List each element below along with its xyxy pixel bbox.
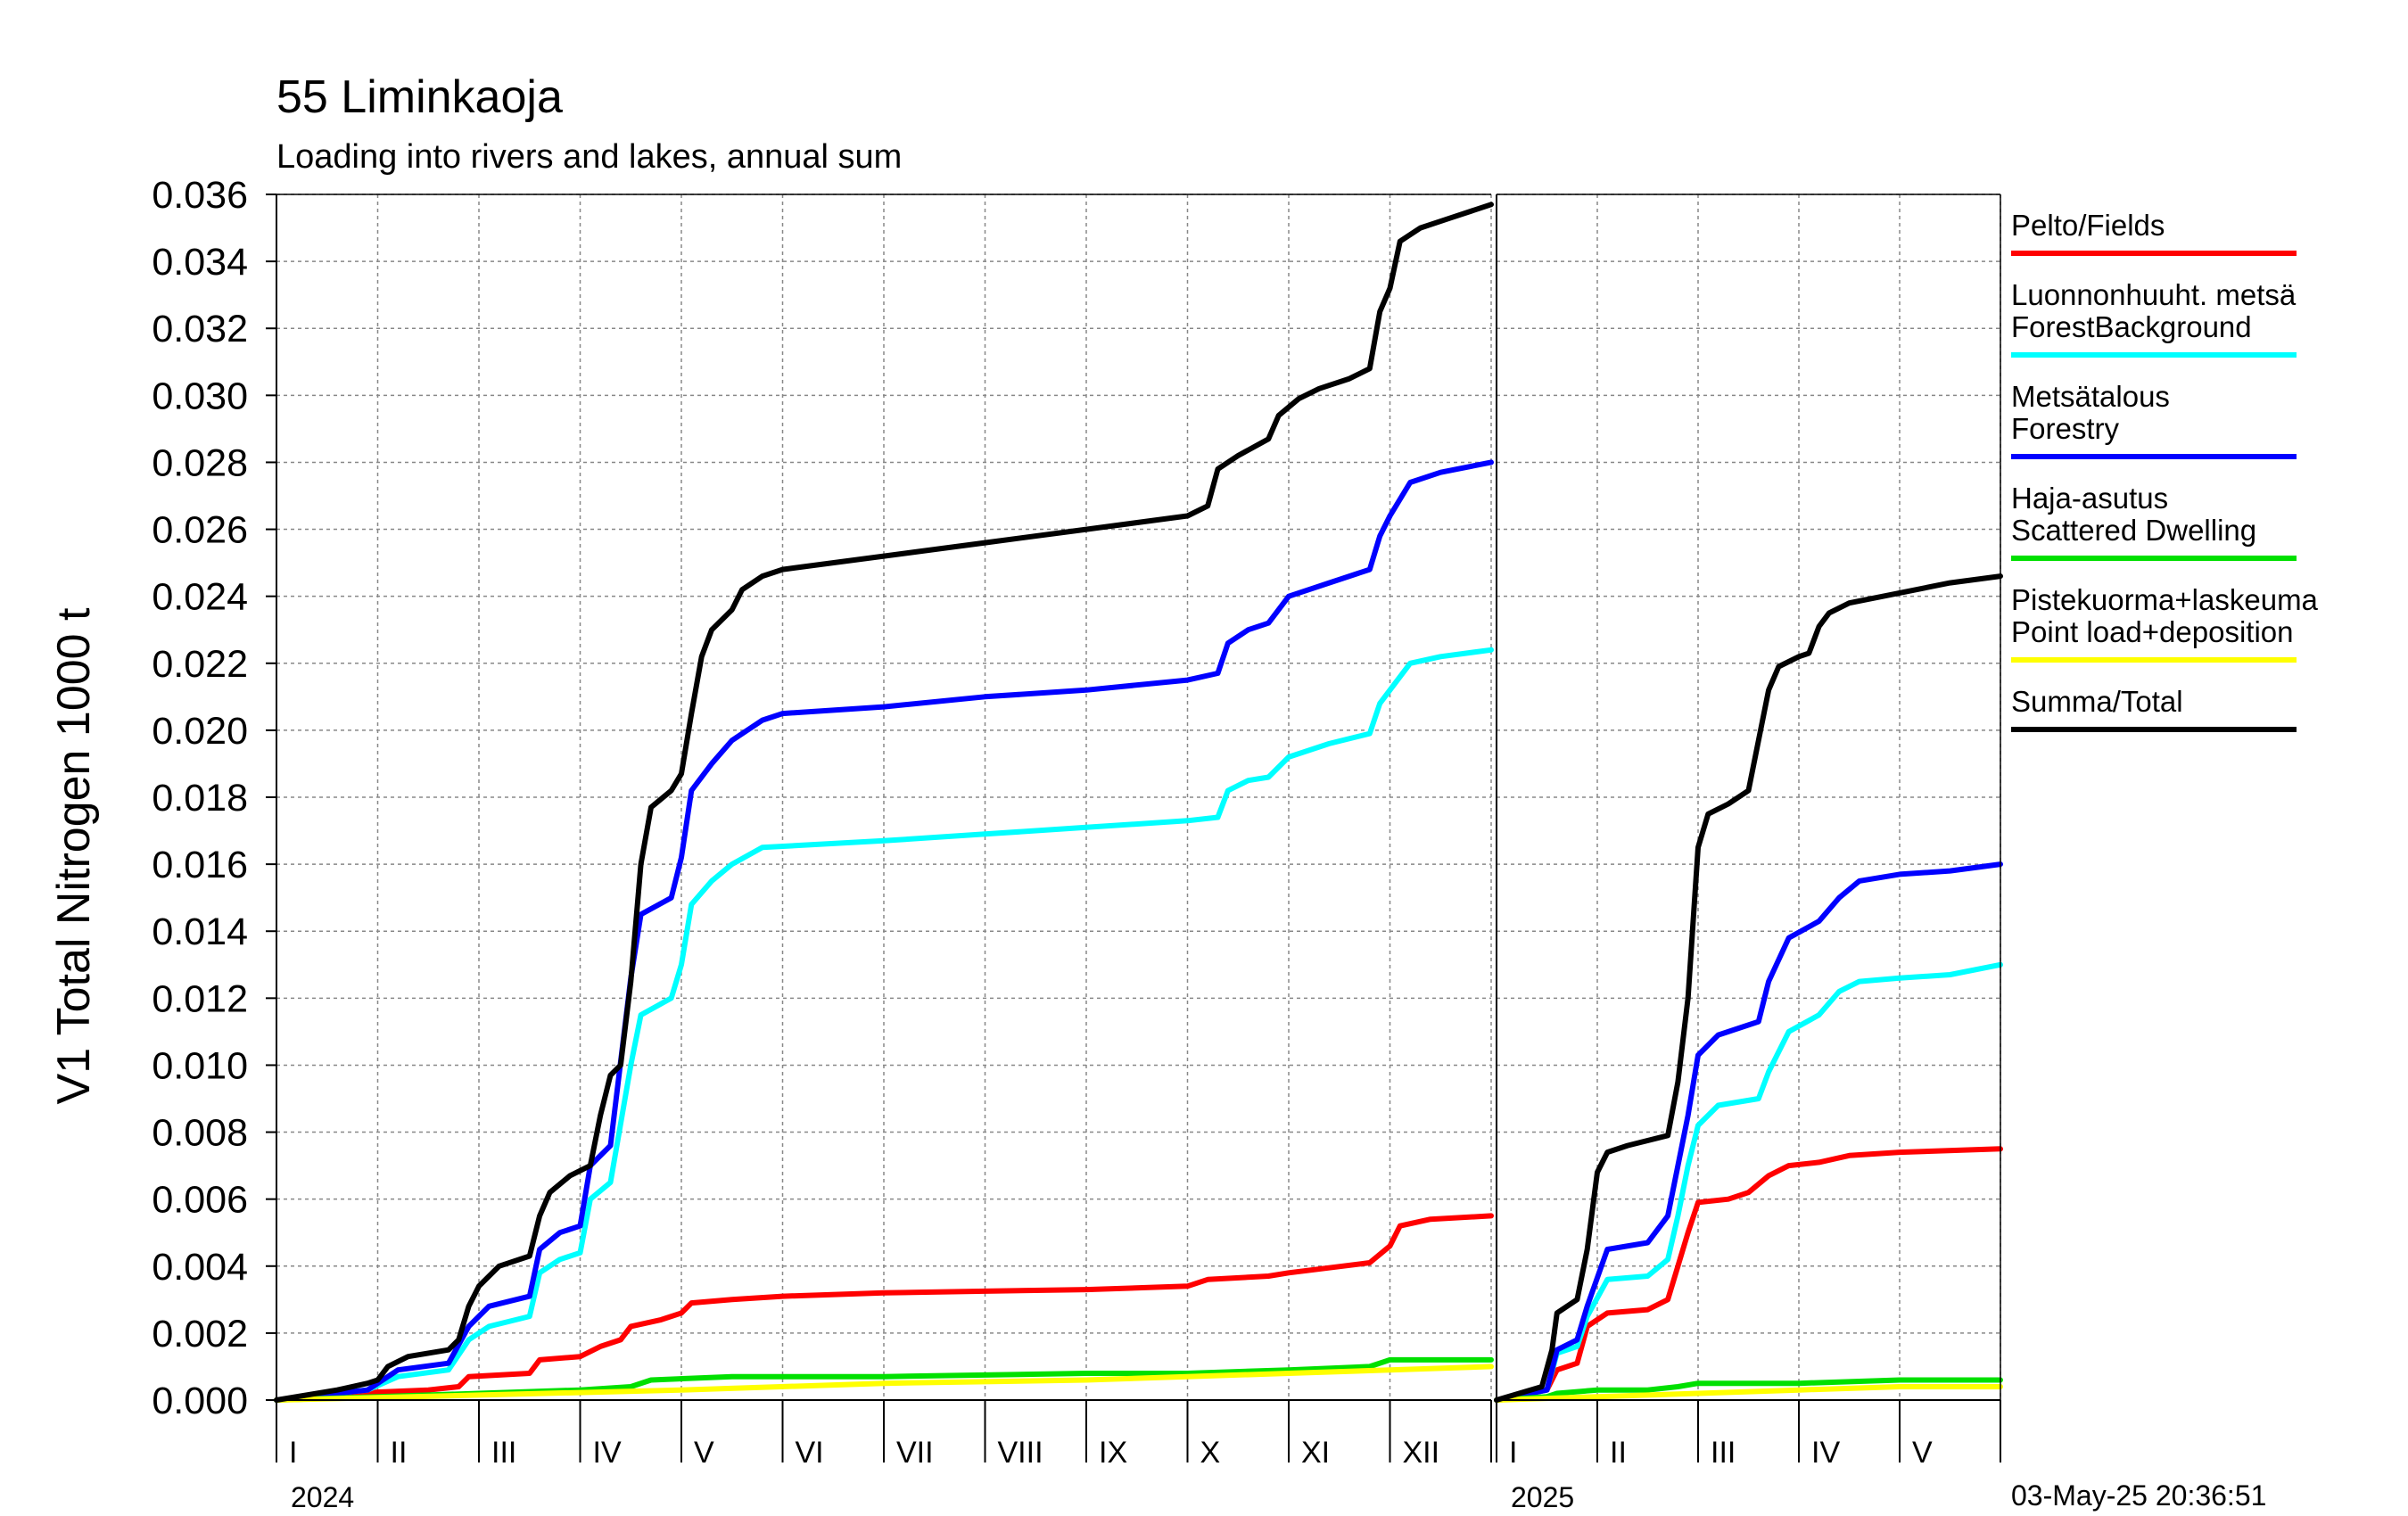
x-tick-label: II xyxy=(1610,1436,1627,1470)
plot-area xyxy=(274,202,2003,1403)
y-tick-label: 0.018 xyxy=(152,777,248,820)
series-line xyxy=(274,202,1494,1403)
series-line xyxy=(1494,861,2003,1403)
axes: 0.000 0.002 0.004 0.006 0.008 0.010 0.012 0.014… xyxy=(152,174,2001,1513)
series-line xyxy=(274,647,1494,1403)
legend: Pelto/Fields Luonnonhuuht. metsä ForestBac… xyxy=(2011,209,2319,732)
y-tick-label: 0.022 xyxy=(152,643,248,686)
y-tick-label: 0.010 xyxy=(152,1044,248,1087)
series-line xyxy=(1494,1377,2003,1403)
x-tick-label: VI xyxy=(796,1436,824,1470)
x-tick-label: VII xyxy=(896,1436,934,1470)
y-tick-label: 0.026 xyxy=(152,509,248,552)
x-tick-label: X xyxy=(1200,1436,1221,1470)
legend-label: Pelto/Fields xyxy=(2011,209,2165,242)
x-tick-label: IV xyxy=(1811,1436,1840,1470)
legend-label: Haja-asutus Scattered Dwelling xyxy=(2011,482,2256,547)
x-tick-label: XI xyxy=(1301,1436,1330,1470)
x-tick-label: III xyxy=(491,1436,516,1470)
x-tick-label: IV xyxy=(593,1436,622,1470)
x-tick-label: II xyxy=(391,1436,408,1470)
y-tick-label: 0.016 xyxy=(152,844,248,886)
year-label: 2025 xyxy=(1511,1481,1574,1513)
x-tick-label: III xyxy=(1711,1436,1736,1470)
series-line xyxy=(1494,1146,2003,1403)
y-tick-label: 0.000 xyxy=(152,1380,248,1422)
x-tick-label: IX xyxy=(1099,1436,1127,1470)
legend-label: Luonnonhuuht. metsä ForestBackground xyxy=(2011,278,2297,343)
y-tick-label: 0.012 xyxy=(152,977,248,1020)
series-line xyxy=(274,459,1494,1403)
y-tick-label: 0.024 xyxy=(152,576,248,619)
year-label: 2024 xyxy=(291,1481,354,1513)
grid xyxy=(276,194,2001,1401)
x-tick-label: XII xyxy=(1403,1436,1440,1470)
chart-title: 55 Liminkaoja xyxy=(276,71,563,123)
y-tick-label: 0.036 xyxy=(152,174,248,217)
series-line xyxy=(1494,573,2003,1403)
y-tick-label: 0.030 xyxy=(152,375,248,417)
timestamp: 03-May-25 20:36:51 xyxy=(2011,1479,2266,1512)
legend-label: Metsätalous Forestry xyxy=(2011,380,2170,445)
x-tick-label: I xyxy=(289,1436,297,1470)
x-tick-label: VIII xyxy=(998,1436,1043,1470)
legend-label: Summa/Total xyxy=(2011,685,2183,718)
series-line xyxy=(274,1364,1494,1403)
x-tick-label: V xyxy=(694,1436,714,1470)
x-tick-label: I xyxy=(1509,1436,1517,1470)
y-tick-label: 0.032 xyxy=(152,308,248,350)
y-tick-label: 0.002 xyxy=(152,1313,248,1355)
y-tick-label: 0.028 xyxy=(152,441,248,484)
series-line xyxy=(274,1213,1494,1403)
chart-subtitle: Loading into rivers and lakes, annual su… xyxy=(276,138,902,176)
y-tick-label: 0.014 xyxy=(152,910,248,953)
series-line xyxy=(1494,961,2003,1403)
x-tick-label: V xyxy=(1912,1436,1933,1470)
y-tick-label: 0.004 xyxy=(152,1246,248,1289)
y-axis-label: V1 Total Nitrogen 1000 t xyxy=(48,607,100,1105)
y-tick-label: 0.006 xyxy=(152,1179,248,1222)
y-tick-label: 0.008 xyxy=(152,1112,248,1155)
legend-label: Pistekuorma+laskeuma Point load+depositio… xyxy=(2011,583,2319,648)
y-tick-label: 0.034 xyxy=(152,241,248,284)
y-tick-label: 0.020 xyxy=(152,710,248,753)
series-line xyxy=(1494,1384,2003,1403)
